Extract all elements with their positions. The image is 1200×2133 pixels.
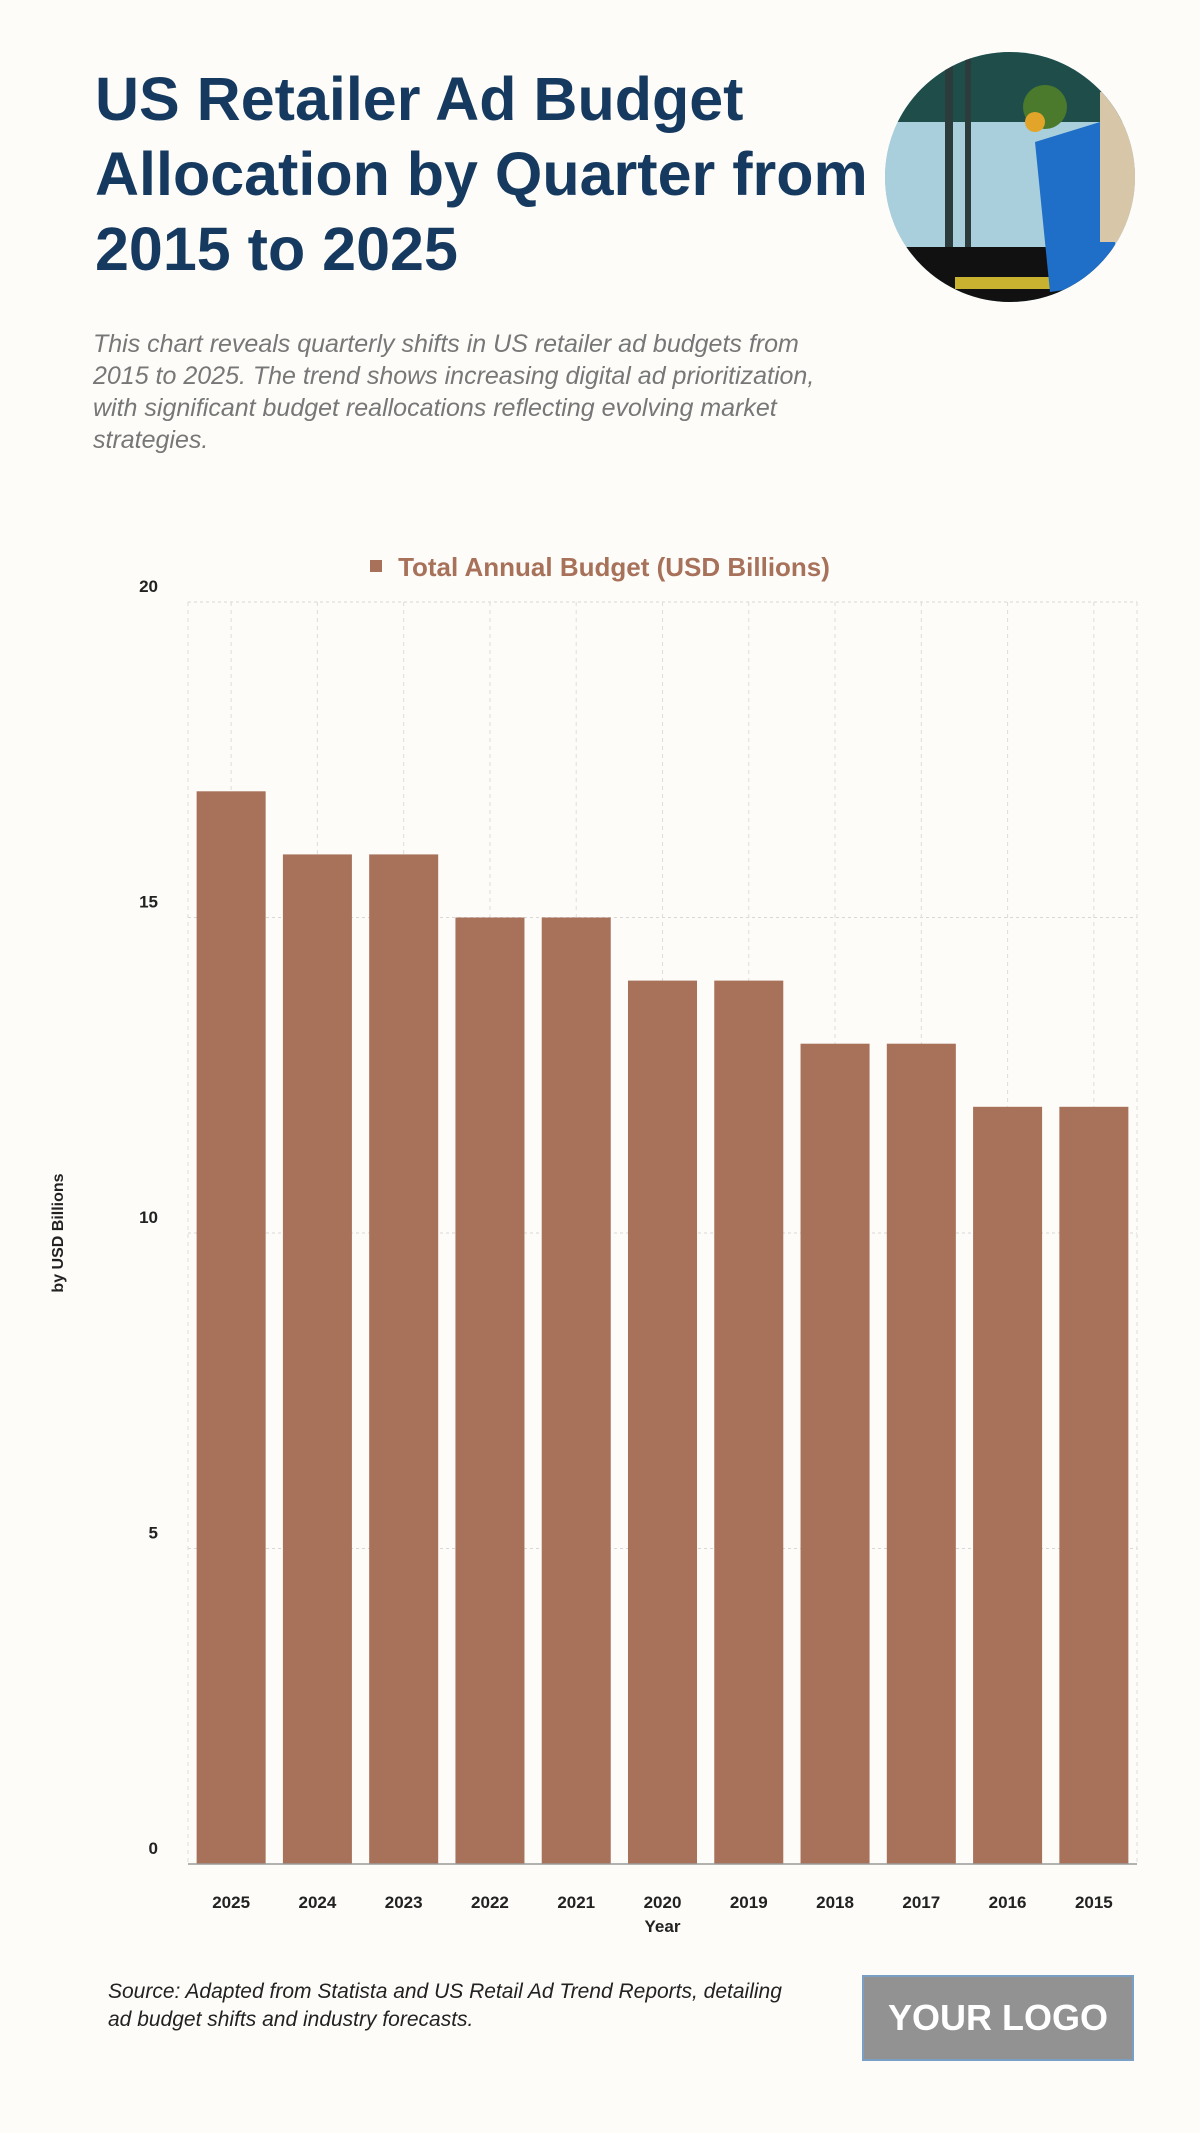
y-tick-label: 10 <box>139 1208 158 1227</box>
legend-label: Total Annual Budget (USD Billions) <box>398 552 830 582</box>
x-tick-label: 2017 <box>902 1893 940 1912</box>
bar-2018 <box>800 1043 870 1864</box>
x-tick-label: 2022 <box>471 1893 509 1912</box>
y-tick-label: 5 <box>149 1524 158 1543</box>
x-tick-label: 2019 <box>730 1893 768 1912</box>
bar-2015 <box>1059 1106 1129 1864</box>
bar-2023 <box>369 854 439 1864</box>
x-axis-title: Year <box>645 1917 681 1936</box>
bar-2025 <box>196 791 266 1864</box>
legend: Total Annual Budget (USD Billions) <box>0 552 1200 583</box>
bar-2024 <box>282 854 352 1864</box>
bar-2017 <box>886 1043 956 1864</box>
bar-2021 <box>541 917 611 1864</box>
bar-chart: 0 5 10 15 20 2025 2024 2023 2022 2021 2020 2019 2018… <box>50 577 1138 1936</box>
x-tick-label: 2024 <box>298 1893 336 1912</box>
x-tick-label: 2025 <box>212 1893 250 1912</box>
x-tick-label: 2016 <box>989 1893 1027 1912</box>
shopping-bag-photo <box>885 52 1135 302</box>
y-axis-title: by USD Billions <box>50 1173 67 1292</box>
bar-2022 <box>455 917 525 1864</box>
x-tick-label: 2023 <box>385 1893 423 1912</box>
chart-subtitle: This chart reveals quarterly shifts in U… <box>93 330 815 454</box>
y-tick-label: 20 <box>139 577 158 596</box>
bar-2016 <box>973 1106 1043 1864</box>
legend-swatch <box>370 560 383 573</box>
y-tick-label: 15 <box>139 893 158 912</box>
x-tick-label: 2018 <box>816 1893 854 1912</box>
x-tick-label: 2015 <box>1075 1893 1113 1912</box>
logo-placeholder: YOUR LOGO <box>862 1975 1134 2061</box>
source-note: Source: Adapted from Statista and US Ret… <box>108 1980 782 2031</box>
x-tick-label: 2020 <box>644 1893 682 1912</box>
page-title: US Retailer Ad Budget Allocation by Quar… <box>95 65 868 283</box>
bar-2019 <box>714 980 784 1864</box>
x-tick-label: 2021 <box>557 1893 595 1912</box>
bar-2020 <box>627 980 698 1864</box>
y-tick-label: 0 <box>149 1839 158 1858</box>
